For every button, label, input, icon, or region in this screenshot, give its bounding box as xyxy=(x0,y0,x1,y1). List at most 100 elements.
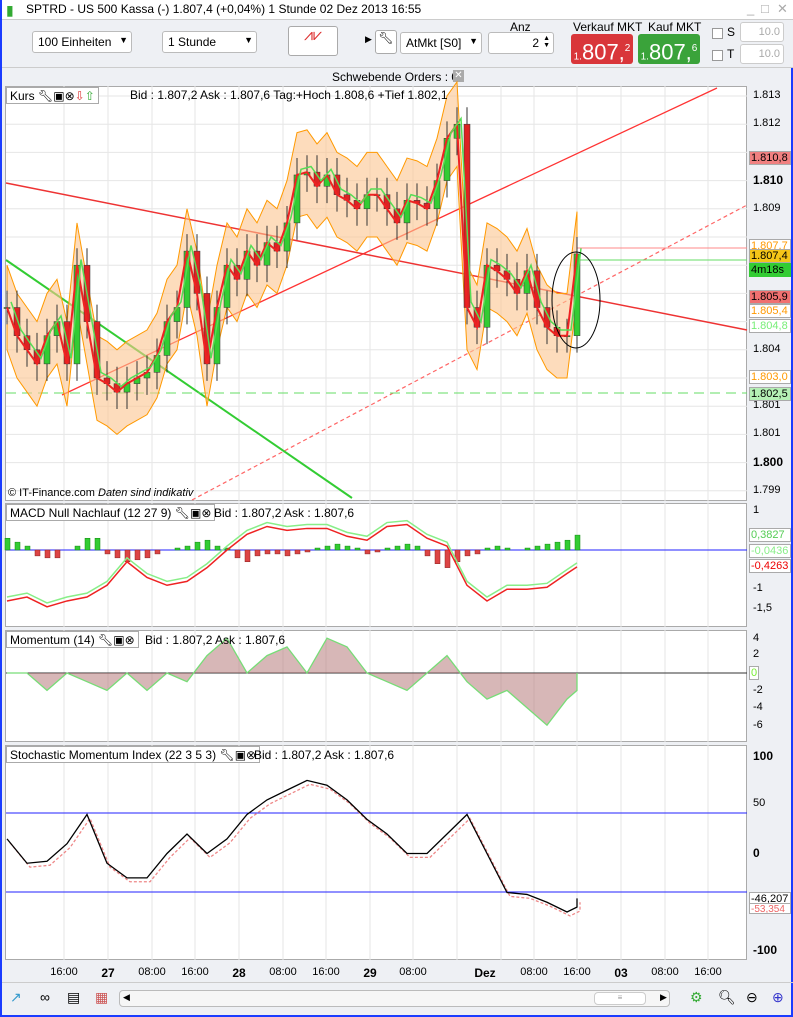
close-circle-icon[interactable]: ⊗ xyxy=(246,748,257,762)
close-circle-icon[interactable]: ⊗ xyxy=(201,506,212,520)
price-tag: 1.804,8 xyxy=(749,319,791,333)
window-icon[interactable]: ▣ xyxy=(113,633,125,647)
wrench-icon[interactable]: 🔧︎ xyxy=(98,633,114,647)
bollinger-band xyxy=(6,80,578,436)
buy-price: 807, xyxy=(648,39,692,65)
axis-label: 1.801 xyxy=(753,399,781,411)
target-input[interactable]: 10.0 xyxy=(740,44,784,64)
close-button[interactable]: ✕ xyxy=(777,1,788,16)
axis-label: 100 xyxy=(753,749,774,763)
smi-tag: -46,207 xyxy=(749,892,791,906)
macd-info: Bid : 1.807,2 Ask : 1.807,6 xyxy=(214,506,355,520)
macd-header: MACD Null Nachlauf (12 27 9) 🔧︎▣⊗ xyxy=(6,504,216,521)
chevron-down-icon: ▼ xyxy=(119,35,128,45)
stop-checkbox[interactable] xyxy=(712,28,723,39)
chart-signals-button[interactable]: ⩘⩗ xyxy=(288,26,338,56)
minimize-button[interactable]: _ xyxy=(747,1,755,16)
volume-profile-icon[interactable]: ▦ xyxy=(95,989,109,1005)
time-label: Dez xyxy=(474,966,496,980)
window-icon[interactable]: ▣ xyxy=(189,506,202,520)
upload-green-icon[interactable]: ⇧ xyxy=(84,89,95,103)
interval-select[interactable]: 1 Stunde ▼ xyxy=(162,31,257,53)
axis-label: 4 xyxy=(753,632,760,644)
macd-histogram-bar xyxy=(274,549,281,555)
target-label: T xyxy=(727,47,735,61)
link-icon[interactable]: ∞ xyxy=(40,989,50,1005)
title-bar: ▮ SPTRD - US 500 Kassa (-) 1.807,4 (+0,0… xyxy=(2,0,793,20)
macd-histogram-bar xyxy=(194,541,201,551)
close-circle-icon[interactable]: ⊗ xyxy=(64,89,75,103)
zoom-in-icon[interactable]: ⊕ xyxy=(772,989,784,1005)
axis-label: 1.810 xyxy=(753,173,784,187)
macd-signal-line xyxy=(6,519,578,604)
macd-histogram-bar xyxy=(4,537,11,551)
axis-label: 1.801 xyxy=(753,427,781,439)
stepper-arrows-icon[interactable]: ▲ ▼ xyxy=(543,35,550,49)
momentum-panel[interactable] xyxy=(5,630,747,742)
buy-label: Kauf MKT xyxy=(648,20,702,34)
kurs-label: Kurs xyxy=(10,89,35,103)
expand-arrow-icon[interactable]: ▶ xyxy=(365,34,372,44)
wrench-icon[interactable]: 🔧︎ xyxy=(219,748,235,762)
axis-label: -1 xyxy=(753,582,763,594)
wrench-settings-button[interactable]: 🔧︎ xyxy=(375,30,397,54)
download-red-icon[interactable]: ⇩ xyxy=(74,89,85,103)
window-title: SPTRD - US 500 Kassa (-) 1.807,4 (+0,04%… xyxy=(26,2,422,16)
macd-histogram-bar xyxy=(394,545,401,551)
moving-average-red xyxy=(6,121,578,394)
wrench-icon[interactable]: 🔧︎ xyxy=(38,89,54,103)
macd-line xyxy=(6,523,578,608)
scrollbar-thumb[interactable]: ≡ xyxy=(594,992,646,1005)
time-label: 16:00 xyxy=(694,966,722,978)
window-icon[interactable]: ▣ xyxy=(234,748,247,762)
time-label: 08:00 xyxy=(651,966,679,978)
smi-line xyxy=(6,779,578,913)
units-select[interactable]: 100 Einheiten ▼ xyxy=(32,31,132,53)
macd-histogram-bar xyxy=(214,545,221,551)
sell-market-button[interactable]: 1.807,2 xyxy=(571,34,633,64)
candle-timer: 4m18s xyxy=(749,263,791,277)
macd-histogram-bar xyxy=(134,549,141,561)
maximize-button[interactable]: □ xyxy=(761,1,769,16)
scroll-left-icon[interactable]: ◀ xyxy=(123,992,130,1002)
close-pending-icon[interactable]: ✕ xyxy=(453,70,464,82)
macd-panel[interactable] xyxy=(5,503,747,627)
axis-label: 1.813 xyxy=(753,89,781,101)
macd-histogram-bar xyxy=(554,541,561,551)
chart-export-icon[interactable]: ↗ xyxy=(10,989,22,1005)
price-panel-header: Kurs 🔧︎▣⊗⇩⇧ xyxy=(6,87,99,104)
macd-label: MACD Null Nachlauf (12 27 9) xyxy=(10,506,172,520)
macd-histogram-bar xyxy=(284,549,291,557)
macd-histogram-bar xyxy=(494,545,501,551)
target-checkbox[interactable] xyxy=(712,50,723,61)
momentum-tag: 0 xyxy=(749,666,759,680)
zoom-out-icon[interactable]: ⊖ xyxy=(746,989,758,1005)
horizontal-scrollbar[interactable]: ◀ ≡ ▶ xyxy=(119,990,670,1007)
scroll-right-icon[interactable]: ▶ xyxy=(660,992,667,1002)
chevron-down-icon: ▼ xyxy=(244,35,253,45)
axis-label: 1.809 xyxy=(753,202,781,214)
wrench-icon: 🔧︎ xyxy=(378,31,394,45)
zoom-fit-icon[interactable]: 🔍︎ xyxy=(718,989,736,1005)
indicator-list-icon[interactable]: ▤ xyxy=(67,989,81,1005)
stop-value: 10.0 xyxy=(758,26,780,38)
macd-histogram-bar xyxy=(334,543,341,551)
anz-label: Anz xyxy=(510,20,531,34)
close-circle-icon[interactable]: ⊗ xyxy=(124,633,135,647)
wrench-icon[interactable]: 🔧︎ xyxy=(174,506,190,520)
macd-histogram-bar xyxy=(574,534,581,551)
macd-histogram-bar xyxy=(364,549,371,555)
macd-histogram-bar xyxy=(264,549,271,555)
macd-histogram-bar xyxy=(314,547,321,551)
smi-panel[interactable] xyxy=(5,745,747,960)
macd-histogram-bar xyxy=(24,545,31,551)
chart-settings-icon[interactable]: ⚙ xyxy=(690,989,703,1005)
chevron-down-icon: ▼ xyxy=(469,36,478,46)
quantity-stepper[interactable]: 2 ▲ ▼ xyxy=(488,32,554,54)
order-type-select[interactable]: AtMkt [S0] ▼ xyxy=(400,32,482,54)
buy-market-button[interactable]: 1.807,6 xyxy=(638,34,700,64)
stop-input[interactable]: 10.0 xyxy=(740,22,784,42)
axis-label: 2 xyxy=(753,648,760,660)
window-icon[interactable]: ▣ xyxy=(53,89,65,103)
